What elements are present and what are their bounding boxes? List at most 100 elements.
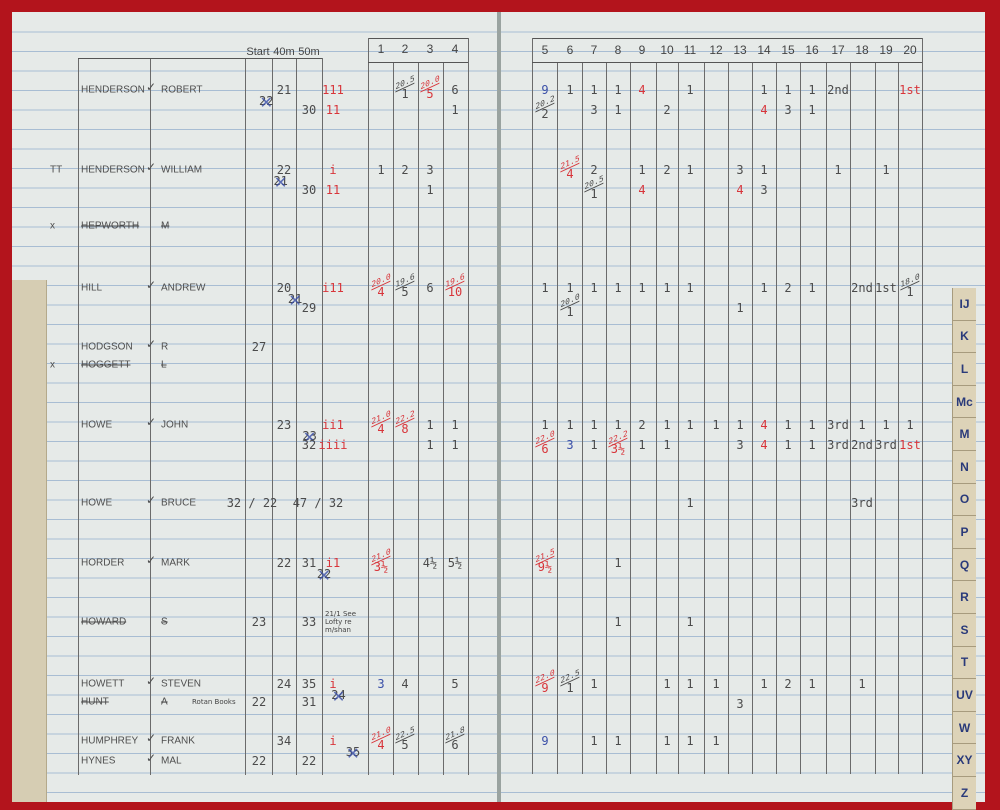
index-tab-w[interactable]: W: [952, 711, 976, 745]
index-tab-z[interactable]: Z: [952, 776, 976, 810]
score-entry-col-start: 22: [251, 754, 267, 768]
score-entry-col-5: 22.0 6: [535, 429, 555, 456]
score-entry-col-19: 1st: [875, 281, 897, 295]
score-entry-col-7: 2: [590, 163, 598, 177]
column-rule: [150, 58, 151, 775]
score-entry-col-13: 3: [736, 438, 744, 452]
score-entry-col-m50: 35: [301, 677, 317, 691]
column-rule: [296, 58, 297, 775]
column-rule: [850, 62, 851, 774]
score-entry-col-18: 2nd: [851, 281, 873, 295]
score-entry-col-1: 21.0 4: [371, 409, 391, 436]
index-tab-mc[interactable]: Mc: [952, 385, 976, 419]
score-entry-col-6: 1: [566, 281, 574, 295]
score-entry-col-19: 1: [882, 418, 890, 432]
score-entry-col-start: 22: [251, 695, 267, 709]
check-mark-icon: ✓: [146, 160, 157, 174]
column-rule: [630, 62, 631, 774]
index-tab-ij[interactable]: IJ: [952, 288, 976, 321]
score-entry-col-15: 1: [784, 418, 792, 432]
score-entry-col-2: 22.5 5: [395, 725, 415, 752]
score-entry-col-m50: 31: [301, 556, 317, 570]
index-tab-l[interactable]: L: [952, 353, 976, 386]
index-tab-p[interactable]: P: [952, 516, 976, 549]
column-rule: [272, 58, 273, 775]
column-rule: [898, 62, 899, 774]
score-entry-col-8: 1: [614, 556, 622, 570]
column-rule: [752, 62, 753, 774]
score-entry-col-marks: i: [329, 734, 337, 748]
score-entry-col-19: 1: [882, 163, 890, 177]
score-entry-col-8: 1: [614, 103, 622, 117]
score-entry-col-m40: 21: [276, 83, 292, 97]
first-name: A: [161, 696, 168, 708]
alphabet-index-tabs: IJ K L Mc M N O P Q R S T UV W XY Z: [952, 288, 976, 810]
margin-note: 21/1 See Lofty re m/shan: [325, 610, 357, 634]
check-mark-icon: ✓: [146, 674, 157, 688]
surname: HOGGETT: [81, 359, 131, 371]
column-header-15: 15: [781, 43, 795, 57]
score-value: 4: [377, 738, 385, 752]
score-entry-col-16: 1: [808, 281, 816, 295]
check-mark-icon: ✓: [146, 415, 157, 429]
column-header-13: 13: [733, 43, 747, 57]
score-entry-col-8: 1: [614, 418, 622, 432]
score-entry-col-8: 1: [614, 83, 622, 97]
score-entry-col-13: 3: [736, 163, 744, 177]
score-entry-col-4: 1: [451, 103, 459, 117]
score-entry-col-start: 23: [302, 429, 316, 443]
score-value: 1: [906, 285, 914, 299]
index-page-edge: [12, 280, 47, 802]
score-entry-col-10: 1: [663, 281, 671, 295]
score-entry-col-6: 20.0 1: [560, 292, 580, 319]
score-entry-col-14: 1: [760, 83, 768, 97]
surname: HODGSON: [81, 341, 133, 353]
header-box-side: [368, 38, 369, 62]
score-value: 8: [401, 422, 409, 436]
index-tab-k[interactable]: K: [952, 320, 976, 354]
score-entry-col-m40: 23: [276, 418, 292, 432]
score-entry-col-16: 1: [808, 418, 816, 432]
column-rule: [826, 62, 827, 774]
column-header-7: 7: [590, 43, 598, 57]
score-entry-col-14: 3: [760, 183, 768, 197]
index-tab-xy[interactable]: XY: [952, 744, 976, 777]
score-entry-col-11: 1: [686, 496, 694, 510]
column-header-2: 2: [401, 42, 409, 56]
score-entry-col-20: 18.0 1: [900, 272, 920, 299]
score-entry-col-9: 4: [638, 183, 646, 197]
score-entry-col-10: 1: [663, 438, 671, 452]
score-value: 4: [377, 422, 385, 436]
score-entry-col-5: 1: [541, 281, 549, 295]
score-entry-col-marks: i1: [325, 556, 341, 570]
column-header-12: 12: [709, 43, 723, 57]
column-header-11: 11: [683, 43, 697, 57]
column-header-1: 1: [377, 42, 385, 56]
score-entry-col-9: 1: [638, 438, 646, 452]
index-tab-s[interactable]: S: [952, 613, 976, 647]
column-header-19: 19: [879, 43, 893, 57]
score-entry-col-13: 3: [736, 697, 744, 711]
score-entry-col-m50: 33: [301, 615, 317, 629]
index-tab-o[interactable]: O: [952, 483, 976, 517]
index-tab-n[interactable]: N: [952, 450, 976, 484]
column-rule: [922, 62, 923, 774]
index-tab-uv[interactable]: UV: [952, 679, 976, 712]
score-entry-col-6: 21.5 4: [560, 154, 580, 181]
index-tab-t[interactable]: T: [952, 646, 976, 680]
score-entry-col-16: 1: [808, 677, 816, 691]
score-entry-col-start: 22: [317, 567, 331, 581]
index-tab-q[interactable]: Q: [952, 548, 976, 582]
score-entry-col-1: 20.0 4: [371, 272, 391, 299]
column-rule: [800, 62, 801, 774]
score-entry-col-16: 1: [808, 83, 816, 97]
score-value: 3½: [610, 442, 626, 456]
index-tab-r[interactable]: R: [952, 581, 976, 614]
score-value: 1: [566, 681, 574, 695]
score-entry-col-12: 1: [712, 734, 720, 748]
column-header-17: 17: [831, 43, 845, 57]
header-box-top: [368, 38, 468, 39]
index-tab-m[interactable]: M: [952, 418, 976, 451]
score-entry-col-6: 1: [566, 418, 574, 432]
score-value: 6: [541, 442, 549, 456]
